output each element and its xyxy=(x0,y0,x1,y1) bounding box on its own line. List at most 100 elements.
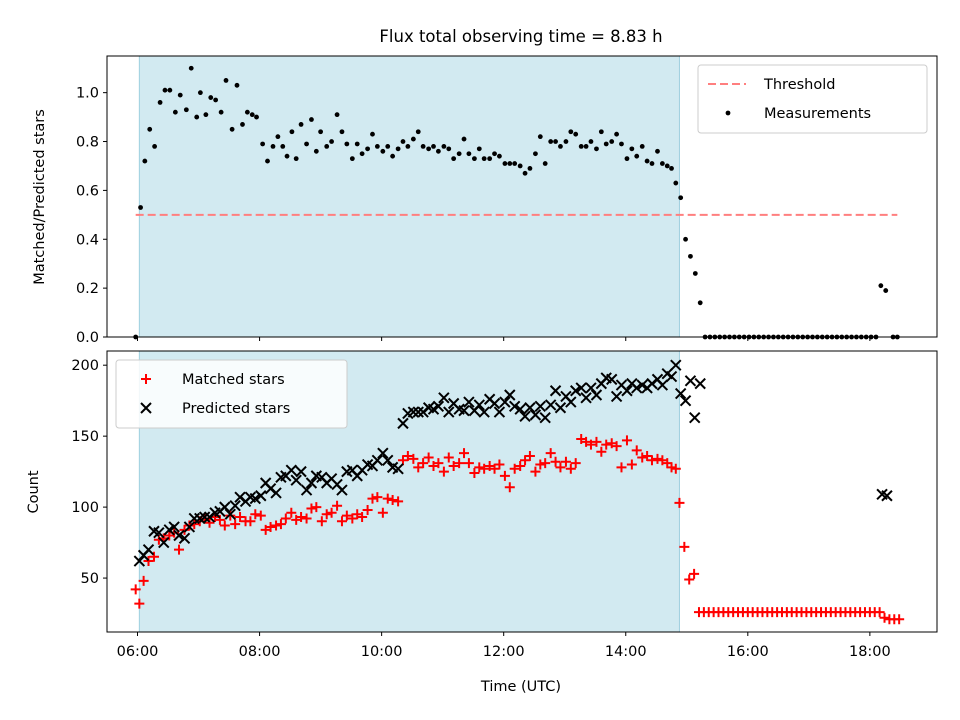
measurement-point xyxy=(688,253,693,259)
measurement-point xyxy=(451,156,457,162)
ratio-panel: 0.0 0.2 0.4 0.6 0.8 1.0 Threshold Measurements xyxy=(76,55,938,346)
measurement-point xyxy=(533,151,538,157)
measurement-point xyxy=(629,146,635,152)
measurement-point xyxy=(260,141,266,147)
measurement-point xyxy=(435,148,441,154)
measurement-point xyxy=(183,107,189,113)
matched-point xyxy=(225,510,236,521)
measurement-point xyxy=(420,144,426,149)
measurement-point xyxy=(512,161,518,166)
predicted-point xyxy=(168,521,180,533)
matched-point xyxy=(235,512,246,523)
measurement-point xyxy=(624,156,630,162)
measurement-point xyxy=(522,170,528,176)
measurement-point xyxy=(573,131,579,137)
measurement-point xyxy=(697,300,703,306)
matched-point xyxy=(408,453,419,464)
predicted-point xyxy=(493,406,506,418)
legend-label: Threshold xyxy=(763,77,835,93)
measurement-point xyxy=(349,156,355,162)
matched-point xyxy=(550,456,561,467)
measurement-point xyxy=(203,112,209,118)
matched-point xyxy=(296,512,307,523)
matched-point xyxy=(459,448,470,459)
y-tick-label: 0.6 xyxy=(76,183,99,199)
predicted-point xyxy=(432,400,445,413)
measurement-point xyxy=(517,163,523,169)
legend-label: Matched stars xyxy=(182,372,285,388)
matched-point xyxy=(230,519,241,530)
predicted-point xyxy=(621,385,633,397)
measurement-point xyxy=(883,288,889,293)
predicted-point xyxy=(694,377,706,390)
y-tick-label: 50 xyxy=(81,571,99,587)
measurement-point xyxy=(673,180,679,186)
measurement-point xyxy=(240,122,245,127)
matched-point xyxy=(311,502,322,513)
count-y-axis-label: Count xyxy=(26,470,42,513)
matched-point xyxy=(585,439,596,450)
matched-point xyxy=(382,493,393,504)
matched-point xyxy=(535,459,546,470)
predicted-point xyxy=(508,400,521,413)
measurement-point xyxy=(603,141,609,147)
measurement-point xyxy=(537,134,543,140)
measurement-point xyxy=(265,158,270,164)
measurement-point xyxy=(649,161,655,166)
measurement-point xyxy=(359,151,365,157)
matched-point xyxy=(271,520,282,531)
matched-point xyxy=(499,470,510,481)
legend-predicted-swatch xyxy=(140,402,152,414)
measurement-point xyxy=(583,144,589,149)
predicted-point xyxy=(219,501,231,513)
predicted-point xyxy=(305,477,318,489)
matched-point xyxy=(524,451,535,462)
predicted-point xyxy=(407,406,420,418)
measurement-point xyxy=(177,92,183,98)
predicted-point xyxy=(478,406,490,418)
x-tick-label: 18:00 xyxy=(849,644,891,660)
measurement-point xyxy=(578,144,584,149)
measurement-point xyxy=(318,129,324,135)
matched-point xyxy=(596,446,607,457)
x-tick-label: 12:00 xyxy=(483,644,525,660)
ratio-y-axis-label: Matched/Predicted stars xyxy=(32,109,48,285)
measurement-point xyxy=(410,136,416,142)
predicted-point xyxy=(377,447,389,459)
matched-point xyxy=(393,496,404,507)
matched-point xyxy=(591,436,602,447)
measurement-point xyxy=(354,141,360,147)
predicted-point xyxy=(142,543,155,556)
predicted-point xyxy=(458,404,470,417)
measurement-point xyxy=(476,146,482,152)
measurement-point xyxy=(380,148,386,154)
measurement-point xyxy=(639,144,645,149)
measurement-point xyxy=(142,158,148,164)
measurement-point xyxy=(507,161,513,166)
measurement-point xyxy=(218,109,224,115)
predicted-point xyxy=(544,399,557,411)
predicted-point xyxy=(392,463,404,475)
predicted-point xyxy=(575,382,587,394)
matched-point xyxy=(438,466,449,477)
measurement-point xyxy=(553,139,558,144)
predicted-point xyxy=(173,529,185,542)
measurement-point xyxy=(542,161,548,166)
matched-point xyxy=(275,519,286,530)
predicted-point xyxy=(183,521,196,533)
measurement-point xyxy=(275,134,281,140)
matched-point xyxy=(130,584,141,595)
predicted-point xyxy=(285,464,298,476)
measurement-point xyxy=(471,156,477,162)
predicted-point xyxy=(524,402,536,414)
measurement-point xyxy=(456,151,462,157)
predicted-point xyxy=(670,359,682,371)
predicted-point xyxy=(198,511,211,523)
matched-point xyxy=(689,568,700,579)
matched-point xyxy=(357,512,368,523)
matched-point xyxy=(540,458,551,469)
measurement-point xyxy=(147,126,153,132)
measurement-point xyxy=(197,90,203,96)
matched-point xyxy=(362,504,373,515)
measurement-point xyxy=(563,139,569,144)
